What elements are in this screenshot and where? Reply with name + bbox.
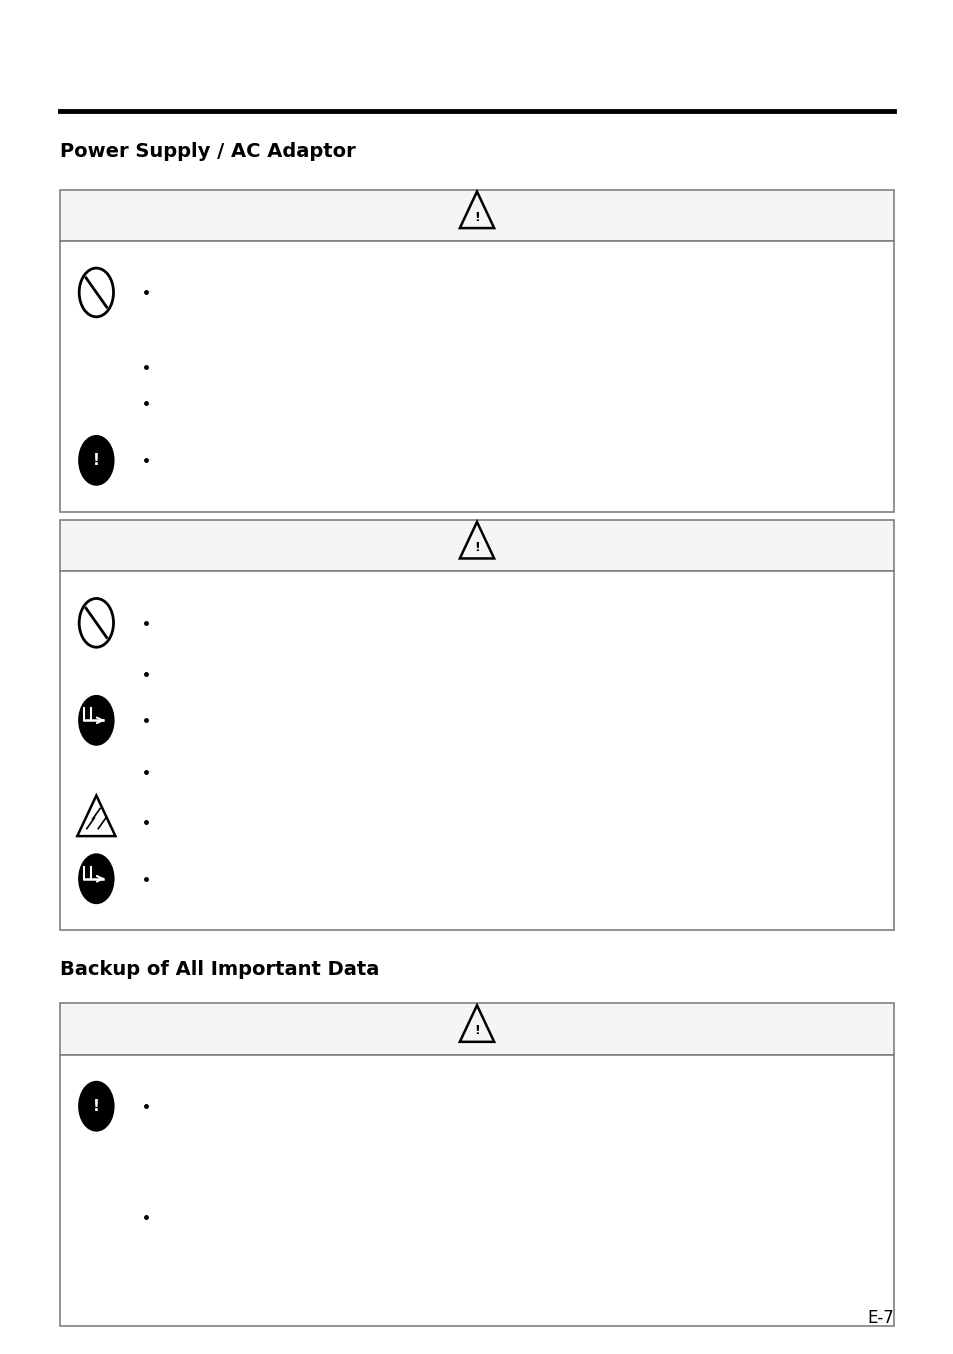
Bar [60,1003,893,1055]
Text: !: ! [474,211,479,223]
Text: !: ! [92,1098,100,1114]
Bar [60,1055,893,1326]
Circle shape [79,1082,113,1131]
Bar [60,520,893,571]
Text: !: ! [474,542,479,554]
Circle shape [79,436,113,485]
Bar [60,190,893,241]
Text: E-7: E-7 [866,1309,893,1327]
Circle shape [79,854,113,903]
Text: !: ! [92,452,100,468]
Text: Backup of All Important Data: Backup of All Important Data [60,960,379,979]
Circle shape [79,696,113,745]
Bar [60,571,893,930]
Text: Power Supply / AC Adaptor: Power Supply / AC Adaptor [60,142,355,161]
Text: !: ! [474,1025,479,1037]
Bar [60,241,893,512]
